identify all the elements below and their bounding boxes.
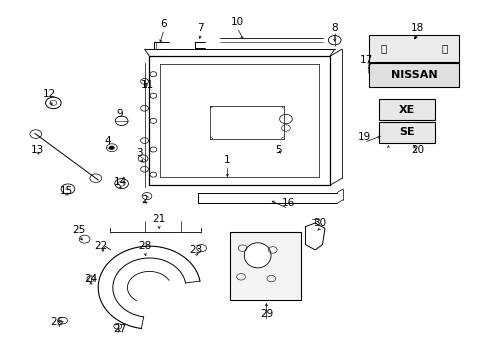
Text: 15: 15 (60, 186, 73, 196)
Text: 29: 29 (259, 310, 272, 319)
Text: 13: 13 (31, 144, 44, 154)
Text: 28: 28 (138, 241, 151, 251)
Ellipse shape (244, 243, 270, 268)
Text: 18: 18 (410, 23, 424, 33)
FancyBboxPatch shape (368, 63, 458, 87)
Text: 11: 11 (140, 80, 153, 90)
FancyBboxPatch shape (378, 99, 434, 120)
Text: 后: 后 (440, 43, 447, 53)
Text: 正: 正 (380, 43, 386, 53)
Text: 4: 4 (104, 136, 111, 145)
Text: 16: 16 (281, 198, 294, 208)
Text: 8: 8 (331, 23, 337, 33)
Text: 24: 24 (84, 274, 97, 284)
Text: 25: 25 (72, 225, 85, 235)
Text: 27: 27 (113, 324, 126, 334)
Text: 2: 2 (141, 195, 147, 205)
Text: 12: 12 (43, 89, 56, 99)
Text: XE: XE (398, 105, 414, 115)
Circle shape (109, 146, 114, 149)
Text: 14: 14 (113, 177, 126, 187)
Text: 19: 19 (357, 132, 370, 142)
Text: 9: 9 (117, 109, 123, 119)
Text: 22: 22 (94, 241, 107, 251)
Text: 10: 10 (230, 17, 243, 27)
Text: 17: 17 (359, 55, 372, 65)
Text: 3: 3 (136, 148, 142, 158)
Text: NISSAN: NISSAN (390, 70, 436, 80)
FancyBboxPatch shape (368, 35, 458, 62)
Text: 30: 30 (313, 218, 326, 228)
Text: 1: 1 (224, 155, 230, 165)
Text: 6: 6 (161, 19, 167, 29)
Text: SE: SE (398, 127, 414, 137)
FancyBboxPatch shape (229, 232, 300, 300)
Text: 7: 7 (197, 23, 203, 33)
Text: 20: 20 (410, 144, 423, 154)
Text: 23: 23 (189, 245, 202, 255)
Text: 26: 26 (50, 317, 63, 327)
FancyBboxPatch shape (378, 122, 434, 143)
Text: 21: 21 (152, 215, 165, 224)
Text: 5: 5 (275, 144, 282, 154)
